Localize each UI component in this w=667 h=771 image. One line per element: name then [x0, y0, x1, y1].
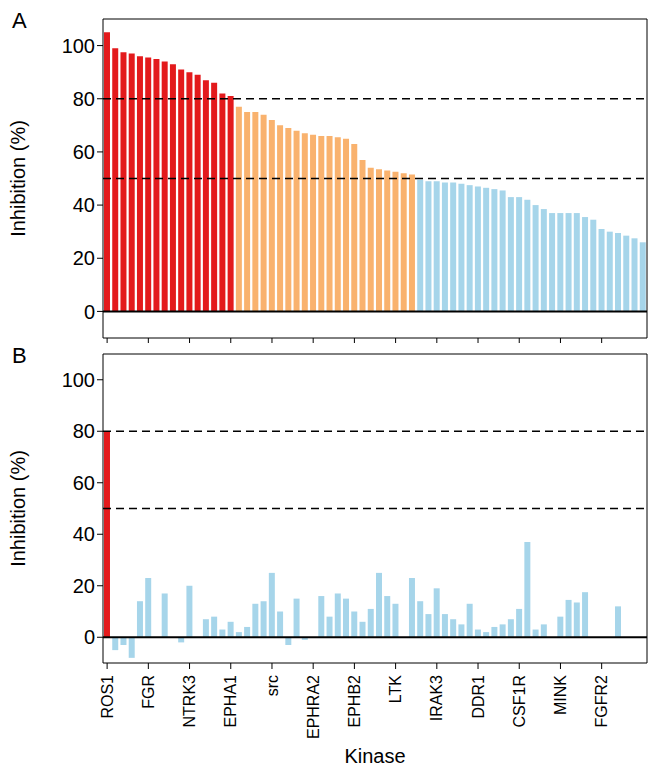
- svg-text:60: 60: [73, 472, 95, 494]
- svg-text:LTK: LTK: [387, 675, 404, 703]
- svg-text:Inhibition (%): Inhibition (%): [8, 120, 29, 237]
- svg-text:Kinase: Kinase: [344, 745, 405, 763]
- svg-text:40: 40: [73, 194, 95, 216]
- svg-text:60: 60: [73, 141, 95, 163]
- svg-text:EPHRA2: EPHRA2: [305, 675, 322, 739]
- svg-text:100: 100: [62, 369, 95, 391]
- svg-text:Inhibition (%): Inhibition (%): [8, 450, 29, 567]
- svg-text:0: 0: [84, 301, 95, 323]
- html-text:B: B: [12, 343, 27, 368]
- svg-text:CSF1R: CSF1R: [511, 675, 528, 727]
- svg-text:80: 80: [73, 420, 95, 442]
- svg-text:src: src: [264, 675, 281, 696]
- svg-text:100: 100: [62, 35, 95, 57]
- svg-text:NTRK3: NTRK3: [181, 675, 198, 728]
- svg-text:20: 20: [73, 247, 95, 269]
- svg-text:20: 20: [73, 575, 95, 597]
- svg-text:EPHB2: EPHB2: [346, 675, 363, 728]
- svg-text:80: 80: [73, 88, 95, 110]
- svg-text:DDR1: DDR1: [470, 675, 487, 719]
- svg-text:0: 0: [84, 626, 95, 648]
- svg-text:ROS1: ROS1: [99, 675, 116, 719]
- html-text:A: A: [12, 8, 27, 33]
- svg-text:EPHA1: EPHA1: [222, 675, 239, 728]
- svg-text:MINK: MINK: [552, 675, 569, 715]
- svg-text:FGR: FGR: [140, 675, 157, 709]
- svg-text:40: 40: [73, 523, 95, 545]
- svg-text:FGFR2: FGFR2: [593, 675, 610, 728]
- svg-text:IRAK3: IRAK3: [428, 675, 445, 721]
